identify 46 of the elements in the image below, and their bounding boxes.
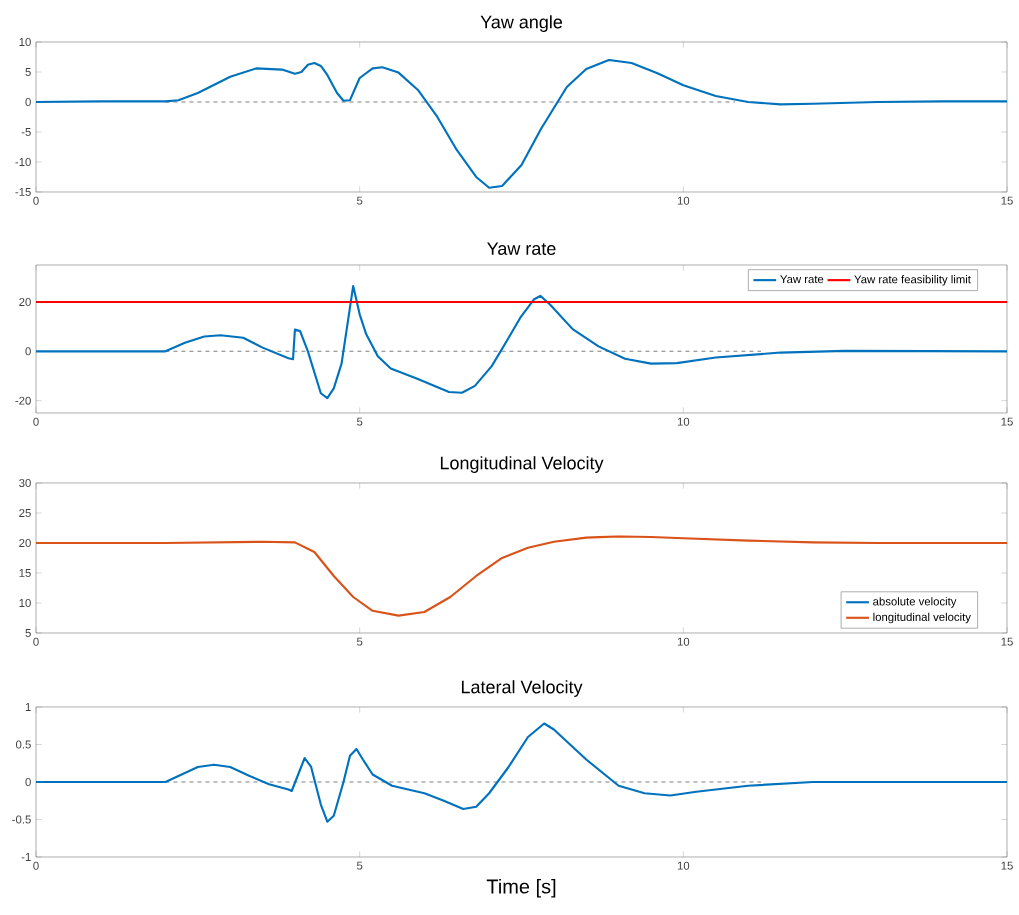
chart-title: Lateral Velocity <box>461 680 583 697</box>
y-tick-label: 15 <box>19 569 31 577</box>
x-tick-label: 10 <box>677 196 690 205</box>
legend-label: absolute velocity <box>873 597 957 608</box>
y-tick-label: -10 <box>15 157 31 166</box>
y-tick-label: -1 <box>21 853 31 861</box>
y-tick-label: -15 <box>15 188 31 196</box>
x-tick-label: 0 <box>33 861 39 870</box>
x-tick-label: 15 <box>1001 637 1013 646</box>
x-tick-label: 15 <box>1001 196 1013 205</box>
y-tick-label: 0 <box>25 778 31 787</box>
y-tick-label: -0.5 <box>12 815 31 824</box>
y-tick-label: 20 <box>19 538 31 547</box>
y-tick-label: 0.5 <box>15 740 31 749</box>
y-tick-label: 25 <box>19 508 31 517</box>
y-tick-label: -5 <box>21 128 31 136</box>
x-tick-label: 15 <box>1001 417 1013 426</box>
y-tick-label: 5 <box>25 68 31 76</box>
y-tick-label: 20 <box>19 297 31 306</box>
y-tick-label: 0 <box>25 347 31 356</box>
y-tick-label: 10 <box>19 598 31 607</box>
legend-label: Yaw rate feasibility limit <box>854 275 971 286</box>
x-tick-label: 15 <box>1001 861 1013 870</box>
y-tick-label: -20 <box>15 396 31 405</box>
x-tick-label: 5 <box>356 637 363 646</box>
chart-title: Yaw angle <box>480 15 563 32</box>
x-axis-title: Time [s] <box>486 878 556 898</box>
x-tick-label: 0 <box>33 196 39 205</box>
x-tick-label: 5 <box>356 861 363 870</box>
y-tick-label: 5 <box>25 629 31 637</box>
y-tick-label: 30 <box>19 478 31 487</box>
x-tick-label: 0 <box>33 637 39 646</box>
chart-title: Yaw rate <box>487 242 556 255</box>
x-tick-label: 10 <box>677 637 690 646</box>
x-tick-label: 5 <box>356 417 363 426</box>
legend-label: longitudinal velocity <box>873 612 971 624</box>
chart-title: Longitudinal Velocity <box>440 456 604 473</box>
x-tick-label: 10 <box>677 417 690 426</box>
line-series <box>36 58 1008 189</box>
x-tick-label: 0 <box>33 417 39 426</box>
y-tick-label: 10 <box>19 37 31 46</box>
x-tick-label: 5 <box>356 196 363 205</box>
legend-label: Yaw rate <box>780 275 824 284</box>
x-tick-label: 10 <box>677 861 690 870</box>
y-tick-label: 1 <box>25 703 31 711</box>
y-tick-label: 0 <box>25 97 31 106</box>
